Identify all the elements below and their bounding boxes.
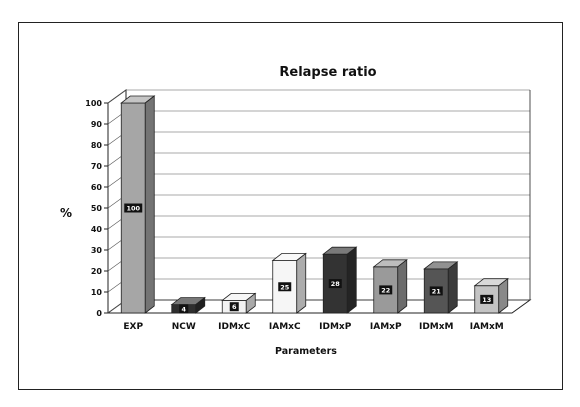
bar-iamxm: 13 — [473, 277, 509, 314]
x-tick-label: IAMxC — [269, 322, 301, 332]
chart-title: Relapse ratio — [279, 65, 376, 80]
bar-side — [447, 261, 458, 314]
bar-iamxc: 25 — [271, 252, 307, 314]
bar-idmxc: 6 — [221, 292, 257, 314]
bar-idmxm: 21 — [423, 261, 459, 314]
plot-area: 0 10 20 30 40 50 60 70 80 90 100 100 EXP 4 NCW 6 IDMxC 25… — [85, 89, 532, 332]
x-tick-label: IAMxP — [370, 322, 402, 332]
bar-side — [296, 252, 307, 314]
data-label: 13 — [482, 296, 491, 304]
data-label-box — [429, 286, 443, 296]
data-label: 100 — [126, 205, 140, 213]
bar-side — [195, 296, 206, 314]
bar-iamxp: 22 — [372, 258, 408, 314]
chart-title-group: Relapse ratio — [279, 65, 376, 80]
y-tick-label: 60 — [91, 183, 103, 192]
data-label: 6 — [232, 303, 237, 311]
x-tick-label: IDMxM — [419, 322, 454, 332]
floor — [106, 299, 532, 314]
bar-idmxp: 28 — [322, 246, 358, 314]
x-tick-label: IDMxC — [218, 322, 251, 332]
data-label-box — [229, 302, 239, 312]
data-label-box — [480, 294, 494, 304]
bar-side — [498, 277, 509, 314]
y-tick-label: 70 — [91, 162, 103, 171]
data-label-box — [328, 279, 342, 289]
x-tick-label: IAMxM — [470, 322, 504, 332]
x-tick-label: IDMxP — [319, 322, 352, 332]
bar-ncw: 4 — [170, 296, 206, 314]
y-axis-label: % — [60, 206, 72, 220]
y-tick-label: 10 — [91, 288, 103, 297]
x-tick-label: EXP — [123, 322, 143, 332]
bar-side — [144, 95, 155, 314]
y-tick-label: 80 — [91, 141, 103, 150]
x-tick-label: NCW — [172, 322, 196, 332]
y-tick-label: 50 — [91, 204, 103, 213]
data-label-box — [379, 285, 393, 295]
data-label: 22 — [381, 286, 390, 294]
y-tick-label: 30 — [91, 246, 103, 255]
chart-frame — [18, 22, 563, 390]
data-label-box — [278, 282, 292, 292]
data-label: 21 — [432, 287, 442, 295]
y-tick-label: 20 — [91, 267, 103, 276]
bar-exp: 100 — [120, 95, 156, 314]
x-axis-label: Parameters — [275, 346, 337, 357]
y-tick-label: 0 — [96, 309, 102, 318]
data-label-box — [179, 304, 189, 314]
gridline-diag — [107, 89, 127, 104]
bar-side — [397, 258, 408, 314]
bar-side — [346, 246, 357, 314]
y-tick-label: 90 — [91, 120, 103, 129]
data-label: 4 — [181, 305, 186, 313]
data-label: 28 — [331, 280, 341, 288]
y-tick-label: 40 — [91, 225, 103, 234]
data-label-box — [124, 203, 143, 213]
bar-side — [245, 292, 256, 314]
y-tick-label: 100 — [85, 99, 102, 108]
data-label: 25 — [280, 283, 290, 291]
